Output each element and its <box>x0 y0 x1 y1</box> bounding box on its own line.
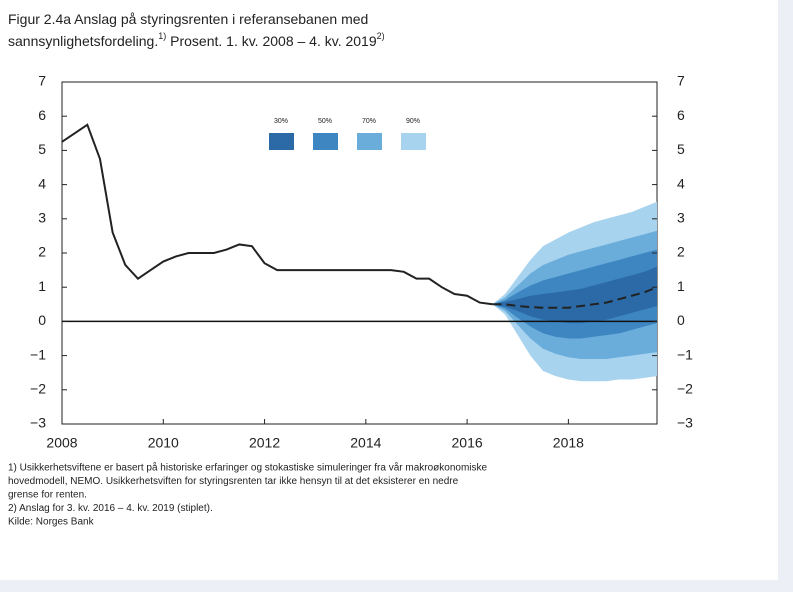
y2-tick-label: 2 <box>677 244 685 260</box>
x-tick-label: 2012 <box>249 435 280 451</box>
title-line: Figur 2.4a Anslag på styringsrenten i re… <box>8 11 368 27</box>
x-tick-label: 2018 <box>553 435 584 451</box>
panel <box>0 0 778 580</box>
legend-swatch <box>401 133 426 150</box>
y-tick-label: −1 <box>30 346 46 362</box>
legend-label: 30% <box>274 118 288 125</box>
title-line: Prosent. 1. kv. 2008 – 4. kv. 2019 <box>166 33 377 49</box>
y2-tick-label: −2 <box>677 381 693 397</box>
y-tick-label: −2 <box>30 381 46 397</box>
y-tick-label: 0 <box>38 312 46 328</box>
y2-tick-label: 1 <box>677 278 685 294</box>
legend-swatch <box>269 133 294 150</box>
line-series <box>61 123 493 306</box>
footnote: grense for renten. <box>8 490 87 501</box>
x-tick-label: 2008 <box>46 435 77 451</box>
y-tick-label: 7 <box>38 73 46 89</box>
legend-swatch <box>357 133 382 150</box>
x-tick-label: 2016 <box>452 435 483 451</box>
y2-tick-label: 6 <box>677 107 685 123</box>
y2-tick-label: 3 <box>677 210 685 226</box>
y2-tick-label: −1 <box>677 346 693 362</box>
y2-tick-label: −3 <box>677 415 693 431</box>
footnote: hovedmodell, NEMO. Usikkerhetsviften for… <box>8 476 459 487</box>
chart-title: sannsynlighetsfordeling.1) Prosent. 1. k… <box>8 31 385 48</box>
title-sup: 1) <box>158 31 166 41</box>
chart-title: Figur 2.4a Anslag på styringsrenten i re… <box>8 11 368 27</box>
title-line: sannsynlighetsfordeling. <box>8 33 158 49</box>
fan-band <box>492 266 657 324</box>
legend-label: 70% <box>362 118 376 125</box>
y2-tick-label: 7 <box>677 73 685 89</box>
y-tick-label: 2 <box>38 244 46 260</box>
legend-label: 50% <box>318 118 332 125</box>
legend-label: 90% <box>406 118 420 125</box>
y-tick-label: 6 <box>38 107 46 123</box>
footnote: 2) Anslag for 3. kv. 2016 – 4. kv. 2019 … <box>8 503 213 514</box>
y-tick-label: 3 <box>38 210 46 226</box>
y-tick-label: −3 <box>30 415 46 431</box>
y2-tick-label: 5 <box>677 141 685 157</box>
x-tick-label: 2010 <box>148 435 179 451</box>
y-tick-label: 5 <box>38 141 46 157</box>
y-tick-label: 4 <box>38 175 46 191</box>
title-sup: 2) <box>377 31 385 41</box>
footnote: 1) Usikkerhetsviftene er basert på histo… <box>8 462 488 474</box>
legend-swatch <box>313 133 338 150</box>
y2-tick-label: 4 <box>677 175 685 191</box>
y-tick-label: 1 <box>38 278 46 294</box>
footnote: Kilde: Norges Bank <box>8 517 95 528</box>
y2-tick-label: 0 <box>677 312 685 328</box>
x-tick-label: 2014 <box>350 435 381 451</box>
